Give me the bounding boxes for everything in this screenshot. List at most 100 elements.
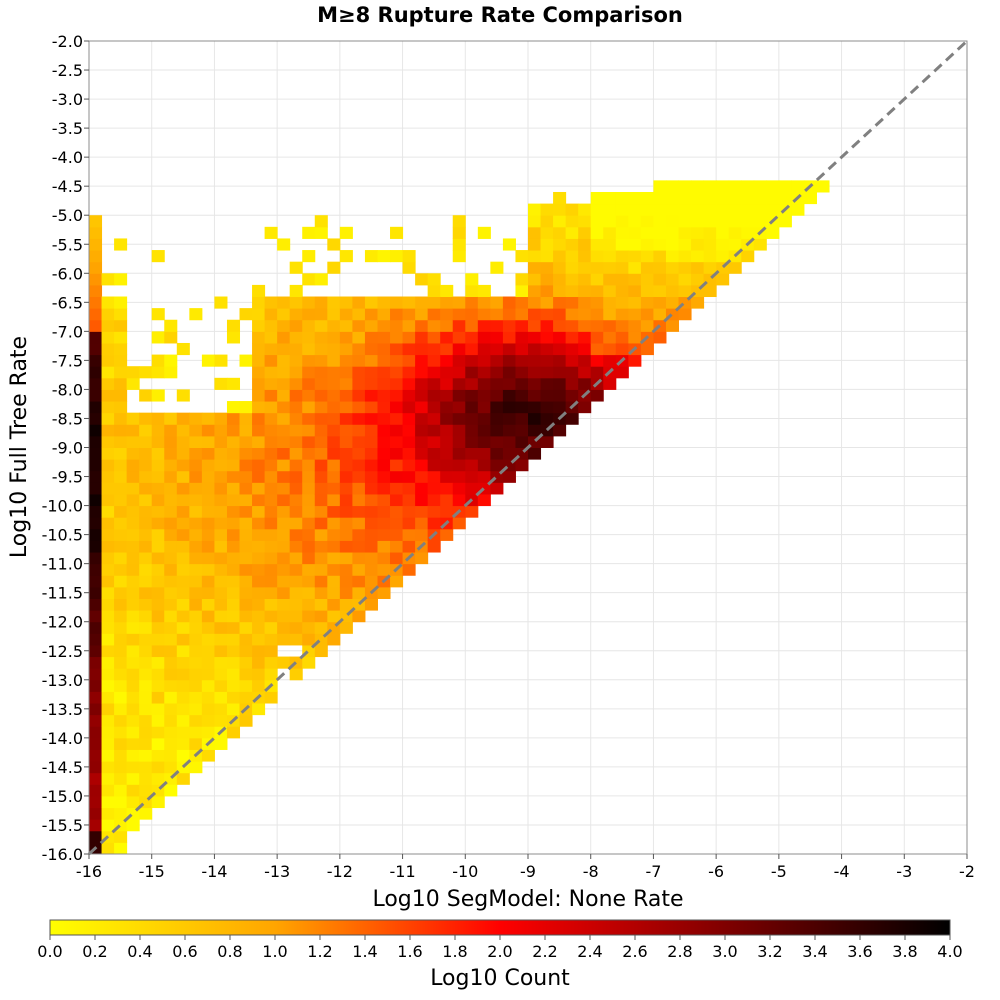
heatmap-cell <box>339 389 353 402</box>
heatmap-cell <box>89 563 103 576</box>
heatmap-cell <box>89 644 103 658</box>
heatmap-cell <box>277 552 291 565</box>
heatmap-cell <box>252 308 266 321</box>
heatmap-cell <box>339 354 353 367</box>
heatmap-cell <box>553 401 567 414</box>
heatmap-cell <box>352 517 366 530</box>
heatmap-cell <box>189 412 203 425</box>
heatmap-cell <box>364 308 378 321</box>
heatmap-cell <box>289 284 303 298</box>
heatmap-cell <box>89 459 103 472</box>
heatmap-cell <box>590 354 604 367</box>
heatmap-cell <box>89 261 103 274</box>
heatmap-cell <box>101 644 115 658</box>
heatmap-cell <box>289 493 303 507</box>
heatmap-cell <box>502 389 516 402</box>
heatmap-cell <box>201 412 215 425</box>
heatmap-cell <box>415 319 429 332</box>
heatmap-cell <box>665 284 680 298</box>
heatmap-cell <box>201 552 215 565</box>
heatmap-cell <box>615 284 629 298</box>
heatmap-cell <box>252 424 266 437</box>
heatmap-cell <box>364 575 378 588</box>
heatmap-cell <box>226 668 241 681</box>
heatmap-cell <box>126 784 140 797</box>
heatmap-cell <box>364 435 378 448</box>
x-tick-label: -7 <box>645 862 661 881</box>
y-tick-label: -6.5 <box>52 293 83 312</box>
heatmap-cell <box>553 366 567 379</box>
heatmap-cell <box>89 668 103 681</box>
heatmap-cell <box>302 447 316 460</box>
heatmap-cell <box>201 505 215 518</box>
heatmap-cell <box>214 296 228 309</box>
heatmap-cell <box>89 726 103 739</box>
heatmap-cell <box>289 540 303 553</box>
heatmap-cell <box>89 493 103 507</box>
heatmap-cell <box>678 273 692 286</box>
heatmap-cell <box>201 493 215 507</box>
heatmap-cell <box>339 412 353 425</box>
heatmap-cell <box>239 528 253 541</box>
heatmap-cell <box>427 447 441 460</box>
heatmap-cell <box>239 540 253 553</box>
heatmap-cell <box>139 412 153 425</box>
heatmap-cell <box>314 273 328 286</box>
heatmap-cell <box>114 644 128 658</box>
heatmap-cell <box>665 319 680 332</box>
heatmap-cell <box>139 644 153 658</box>
y-tick-label: -14.0 <box>42 729 83 748</box>
heatmap-cell <box>427 354 441 367</box>
heatmap-cell <box>189 610 203 623</box>
heatmap-cell <box>264 540 278 553</box>
heatmap-cell <box>114 679 128 692</box>
heatmap-cell <box>540 226 554 239</box>
heatmap-cell <box>139 575 153 588</box>
heatmap-cell <box>252 366 266 379</box>
heatmap-cell <box>565 366 579 379</box>
heatmap-cell <box>678 226 692 239</box>
heatmap-cell <box>465 459 479 472</box>
x-axis-label: Log10 SegModel: None Rate <box>372 887 683 912</box>
heatmap-cell <box>339 366 353 379</box>
heatmap-cell <box>101 517 115 530</box>
heatmap-cell <box>390 459 404 472</box>
heatmap-cell <box>201 447 215 460</box>
heatmap-cell <box>678 191 692 205</box>
heatmap-cell <box>289 459 303 472</box>
heatmap-cell <box>252 656 266 669</box>
heatmap-cell <box>615 261 629 274</box>
heatmap-cell <box>565 319 579 332</box>
heatmap-cell <box>89 633 103 646</box>
heatmap-cell <box>427 459 441 472</box>
heatmap-cell <box>716 226 730 239</box>
heatmap-cell <box>415 517 429 530</box>
heatmap-cell <box>528 308 542 321</box>
heatmap-cell <box>590 261 604 274</box>
heatmap-cell <box>565 296 579 309</box>
heatmap-cell <box>176 459 190 472</box>
heatmap-cell <box>289 610 303 623</box>
heatmap-cell <box>327 354 341 367</box>
colorbar-tick-label: 1.8 <box>442 942 467 961</box>
heatmap-cell <box>239 435 253 448</box>
heatmap-cell <box>528 296 542 309</box>
x-tick-label: -13 <box>264 862 290 881</box>
heatmap-cell <box>164 598 178 611</box>
heatmap-cell <box>502 238 516 251</box>
heatmap-cell <box>214 598 228 611</box>
heatmap-cell <box>89 389 103 402</box>
heatmap-cell <box>289 377 303 390</box>
heatmap-cell <box>565 308 579 321</box>
heatmap-cell <box>164 633 178 646</box>
heatmap-cell <box>176 528 190 541</box>
y-tick-label: -3.5 <box>52 119 83 138</box>
heatmap-cell <box>615 319 629 332</box>
heatmap-cell <box>364 528 378 541</box>
heatmap-cell <box>339 598 353 611</box>
heatmap-cell <box>252 389 266 402</box>
heatmap-cell <box>277 621 291 634</box>
heatmap-cell <box>490 401 504 414</box>
heatmap-cell <box>139 668 153 681</box>
heatmap-cell <box>151 772 165 785</box>
